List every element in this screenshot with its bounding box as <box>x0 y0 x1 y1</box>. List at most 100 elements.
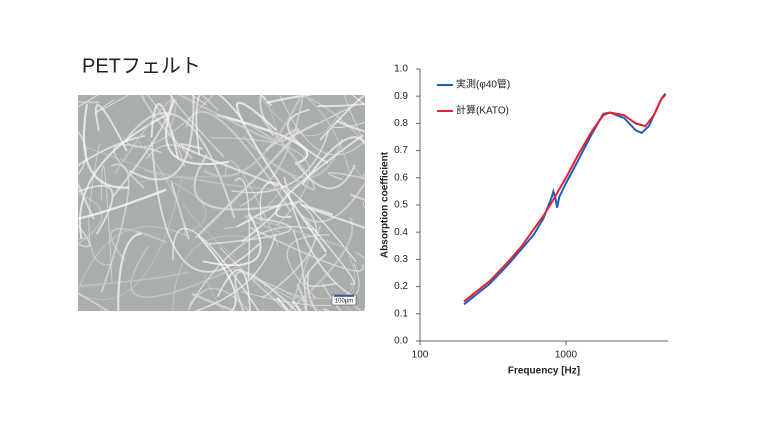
fiber <box>110 227 167 262</box>
fiber <box>100 163 130 293</box>
fiber <box>125 112 236 218</box>
fiber <box>145 164 298 190</box>
fiber <box>297 95 365 144</box>
fiber <box>366 217 419 278</box>
fiber <box>123 95 214 148</box>
series-line <box>463 94 667 303</box>
slide-title: PETフェルト <box>82 55 201 77</box>
y-tick-label: 1.0 <box>394 64 408 75</box>
fiber <box>197 235 237 311</box>
fiber <box>114 98 177 175</box>
series-line <box>463 92 667 306</box>
fiber <box>306 270 318 311</box>
fiber <box>216 268 251 311</box>
fiber <box>317 102 365 108</box>
fiber <box>264 284 322 311</box>
fiber <box>82 103 130 189</box>
fiber <box>85 147 207 234</box>
fiber <box>78 175 183 300</box>
fiber <box>78 192 103 245</box>
fiber <box>78 184 114 235</box>
x-tick-label: 100 <box>412 350 429 361</box>
fiber <box>78 192 79 196</box>
fiber <box>150 103 180 160</box>
y-axis-label: Absorption coefficient <box>380 151 391 258</box>
fiber <box>78 226 190 292</box>
fiber <box>0 192 60 263</box>
fiber <box>301 181 365 223</box>
fiber <box>286 234 330 299</box>
fiber <box>177 95 276 143</box>
fiber <box>10 161 75 236</box>
fiber <box>208 217 292 245</box>
fiber <box>100 165 113 283</box>
fiber <box>112 95 173 197</box>
fiber <box>320 0 351 93</box>
fiber <box>279 95 365 156</box>
fiber <box>185 110 291 212</box>
y-tick-label: 0.1 <box>394 308 408 319</box>
fiber <box>78 268 79 270</box>
fiber <box>146 95 186 167</box>
fiber <box>328 171 365 181</box>
scale-box <box>331 294 357 306</box>
fiber <box>78 224 91 248</box>
fiber <box>264 95 285 152</box>
fiber <box>280 104 356 143</box>
fiber <box>349 193 365 201</box>
legend-label: 実測(φ40管) <box>456 78 510 91</box>
fiber <box>88 143 111 266</box>
fiber <box>302 95 351 174</box>
fiber <box>286 247 356 299</box>
fiber <box>172 227 260 311</box>
fiber <box>235 101 327 253</box>
fiber <box>203 95 303 178</box>
fiber <box>169 95 225 158</box>
fiber <box>243 215 350 250</box>
fiber <box>78 178 167 220</box>
x-tick-label: 1000 <box>555 350 578 361</box>
fiber <box>128 95 195 181</box>
fiber <box>113 143 162 189</box>
fiber <box>117 232 142 311</box>
fiber <box>193 233 277 311</box>
y-tick-label: 0.5 <box>394 200 408 211</box>
fiber <box>304 252 338 288</box>
fiber <box>261 0 326 86</box>
fiber <box>130 245 250 298</box>
photo-background <box>78 95 365 311</box>
y-tick-label: 0.0 <box>394 336 408 347</box>
fiber <box>78 237 90 241</box>
fiber <box>261 309 265 311</box>
fiber <box>204 275 315 311</box>
fiber <box>363 201 365 209</box>
fiber <box>194 128 299 239</box>
fiber <box>94 104 128 152</box>
legend-label: 計算(KATO) <box>456 104 509 117</box>
fiber <box>350 163 365 182</box>
fiber <box>202 213 262 267</box>
fiber <box>224 186 284 229</box>
fiber <box>234 177 250 280</box>
fiber <box>295 162 356 190</box>
fiber <box>210 137 310 226</box>
y-tick-label: 0.3 <box>394 254 408 265</box>
fiber <box>35 91 78 171</box>
fiber <box>150 141 260 273</box>
fiber <box>78 95 99 108</box>
fiber <box>78 100 100 104</box>
y-tick-label: 0.7 <box>394 145 408 156</box>
fiber <box>195 95 244 156</box>
fiber <box>100 308 103 311</box>
fiber <box>78 130 87 176</box>
fiber <box>140 95 194 160</box>
fiber <box>239 95 304 208</box>
fiber <box>172 235 251 311</box>
x-axis-label: Frequency [Hz] <box>508 366 580 377</box>
fiber <box>300 204 365 229</box>
y-tick-label: 0.8 <box>394 118 408 129</box>
photo <box>0 0 419 311</box>
fiber <box>252 276 310 303</box>
fiber <box>165 99 229 166</box>
